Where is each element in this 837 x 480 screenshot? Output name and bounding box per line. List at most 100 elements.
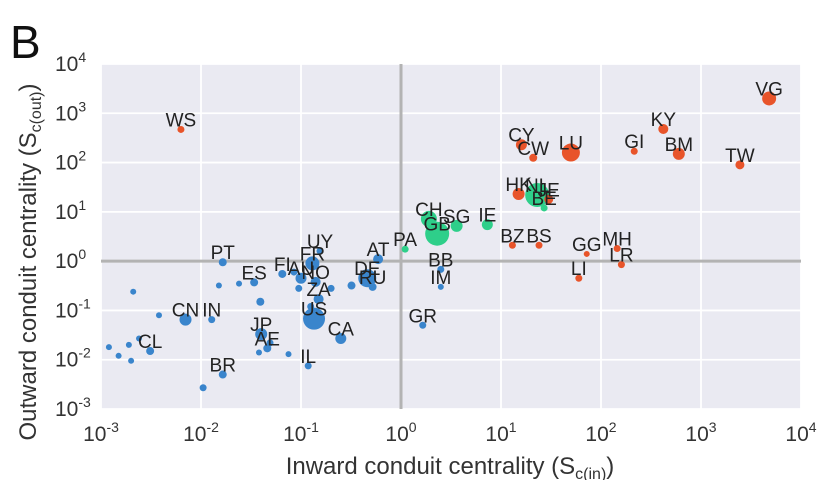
- point-unlabeled-62: [347, 281, 356, 290]
- x-tick-label-4: 101: [485, 419, 516, 446]
- point-be: [540, 204, 548, 212]
- point-unlabeled-56: [199, 384, 207, 392]
- point-label-vg: VG: [755, 79, 782, 100]
- point-pa: [401, 245, 409, 253]
- point-unlabeled-61: [295, 284, 303, 292]
- point-in: [208, 316, 216, 324]
- point-gr: [419, 321, 427, 329]
- point-label-ie: IE: [478, 206, 496, 227]
- point-unlabeled-63: [327, 284, 335, 292]
- point-ie: [481, 219, 493, 231]
- point-unlabeled-48: [155, 312, 162, 319]
- point-label-li: LI: [571, 259, 587, 280]
- reference-lines: [101, 64, 801, 409]
- point-label-gi: GI: [624, 132, 644, 153]
- point-unlabeled-53: [125, 341, 132, 348]
- y-tick-label-4: 101: [55, 197, 86, 224]
- point-de: [358, 269, 377, 288]
- point-nl: [525, 182, 550, 207]
- point-at: [373, 254, 384, 265]
- point-label-za: ZA: [306, 280, 331, 301]
- point-unlabeled-49: [215, 282, 222, 289]
- point-au: [295, 272, 307, 284]
- point-label-il: IL: [300, 347, 316, 368]
- point-label-es: ES: [241, 263, 266, 284]
- point-fi: [278, 269, 287, 278]
- point-label-no: NO: [301, 263, 330, 284]
- x-tick-label-2: 10-1: [283, 419, 319, 446]
- x-tick-label-1: 10-2: [183, 419, 219, 446]
- point-label-in: IN: [202, 301, 221, 322]
- data-points: [105, 91, 777, 392]
- x-tick-label-7: 104: [785, 419, 816, 446]
- point-lr: [617, 261, 625, 269]
- point-label-cw: CW: [517, 139, 549, 160]
- point-label-br: BR: [210, 356, 236, 377]
- y-tick-labels: 10-3 10-2 10-1 100 101 102 103 104: [55, 49, 91, 421]
- point-ch: [420, 210, 437, 227]
- point-cn: [179, 313, 192, 326]
- point-label-im: IM: [430, 268, 451, 289]
- point-cw: [529, 153, 538, 162]
- point-unlabeled-52: [115, 352, 122, 359]
- point-bm: [672, 147, 685, 160]
- x-tick-labels: 10-3 10-2 10-1 100 101 102 103 104: [83, 419, 817, 446]
- point-label-cy: CY: [508, 126, 535, 147]
- point-lu: [561, 143, 580, 162]
- point-fr: [305, 256, 320, 271]
- point-li: [575, 274, 583, 282]
- point-gg: [583, 250, 590, 257]
- point-label-bz: BZ: [500, 226, 525, 247]
- point-unlabeled-55: [136, 335, 143, 342]
- point-label-mh: MH: [602, 230, 632, 251]
- point-label-ch: CH: [415, 200, 442, 221]
- point-label-bs: BS: [526, 226, 551, 247]
- point-label-be: BE: [531, 189, 556, 210]
- point-unlabeled-50: [256, 297, 265, 306]
- point-label-bm: BM: [665, 135, 694, 156]
- point-tw: [735, 160, 745, 170]
- y-tick-label-3: 100: [55, 246, 86, 273]
- point-label-fi: FI: [274, 255, 291, 276]
- point-label-ae: AE: [255, 329, 280, 350]
- point-za: [313, 294, 324, 305]
- point-label-gb: GB: [423, 215, 450, 236]
- point-unlabeled-47: [130, 288, 137, 295]
- point-pt: [218, 258, 227, 267]
- point-bs: [535, 241, 543, 249]
- point-vg: [762, 91, 777, 106]
- point-no: [310, 276, 321, 287]
- point-label-nl: NL: [525, 176, 549, 197]
- point-unlabeled-59: [236, 280, 243, 287]
- point-label-at: AT: [367, 240, 390, 261]
- y-tick-label-2: 10-1: [55, 295, 91, 322]
- point-unlabeled-60: [307, 303, 315, 311]
- y-tick-label-1: 10-2: [55, 345, 91, 372]
- point-br: [218, 370, 227, 379]
- point-us: [303, 307, 326, 330]
- point-label-sg: SG: [443, 207, 470, 228]
- y-axis-title: Outward conduit centrality (Sc(out)): [15, 83, 45, 440]
- point-label-pa: PA: [393, 230, 417, 251]
- y-tick-label-7: 104: [55, 49, 86, 76]
- point-label-jp: JP: [250, 315, 272, 336]
- point-unlabeled-65: [266, 339, 274, 347]
- point-label-au: AU: [288, 259, 314, 280]
- point-es: [250, 278, 259, 287]
- point-label-ru: RU: [359, 268, 386, 289]
- point-label-lu: LU: [559, 134, 583, 155]
- point-ae: [263, 344, 272, 353]
- point-cy: [515, 139, 527, 151]
- point-unlabeled-54: [128, 357, 135, 364]
- point-ws: [177, 125, 185, 133]
- point-il: [304, 362, 312, 370]
- point-im: [437, 283, 444, 290]
- point-label-fr: FR: [300, 244, 325, 265]
- point-label-de: DE: [354, 259, 380, 280]
- point-label-ky: KY: [651, 110, 677, 131]
- point-gi: [630, 147, 638, 155]
- point-gb: [425, 221, 450, 246]
- plot-area: [101, 64, 801, 409]
- point-label-gr: GR: [408, 306, 437, 327]
